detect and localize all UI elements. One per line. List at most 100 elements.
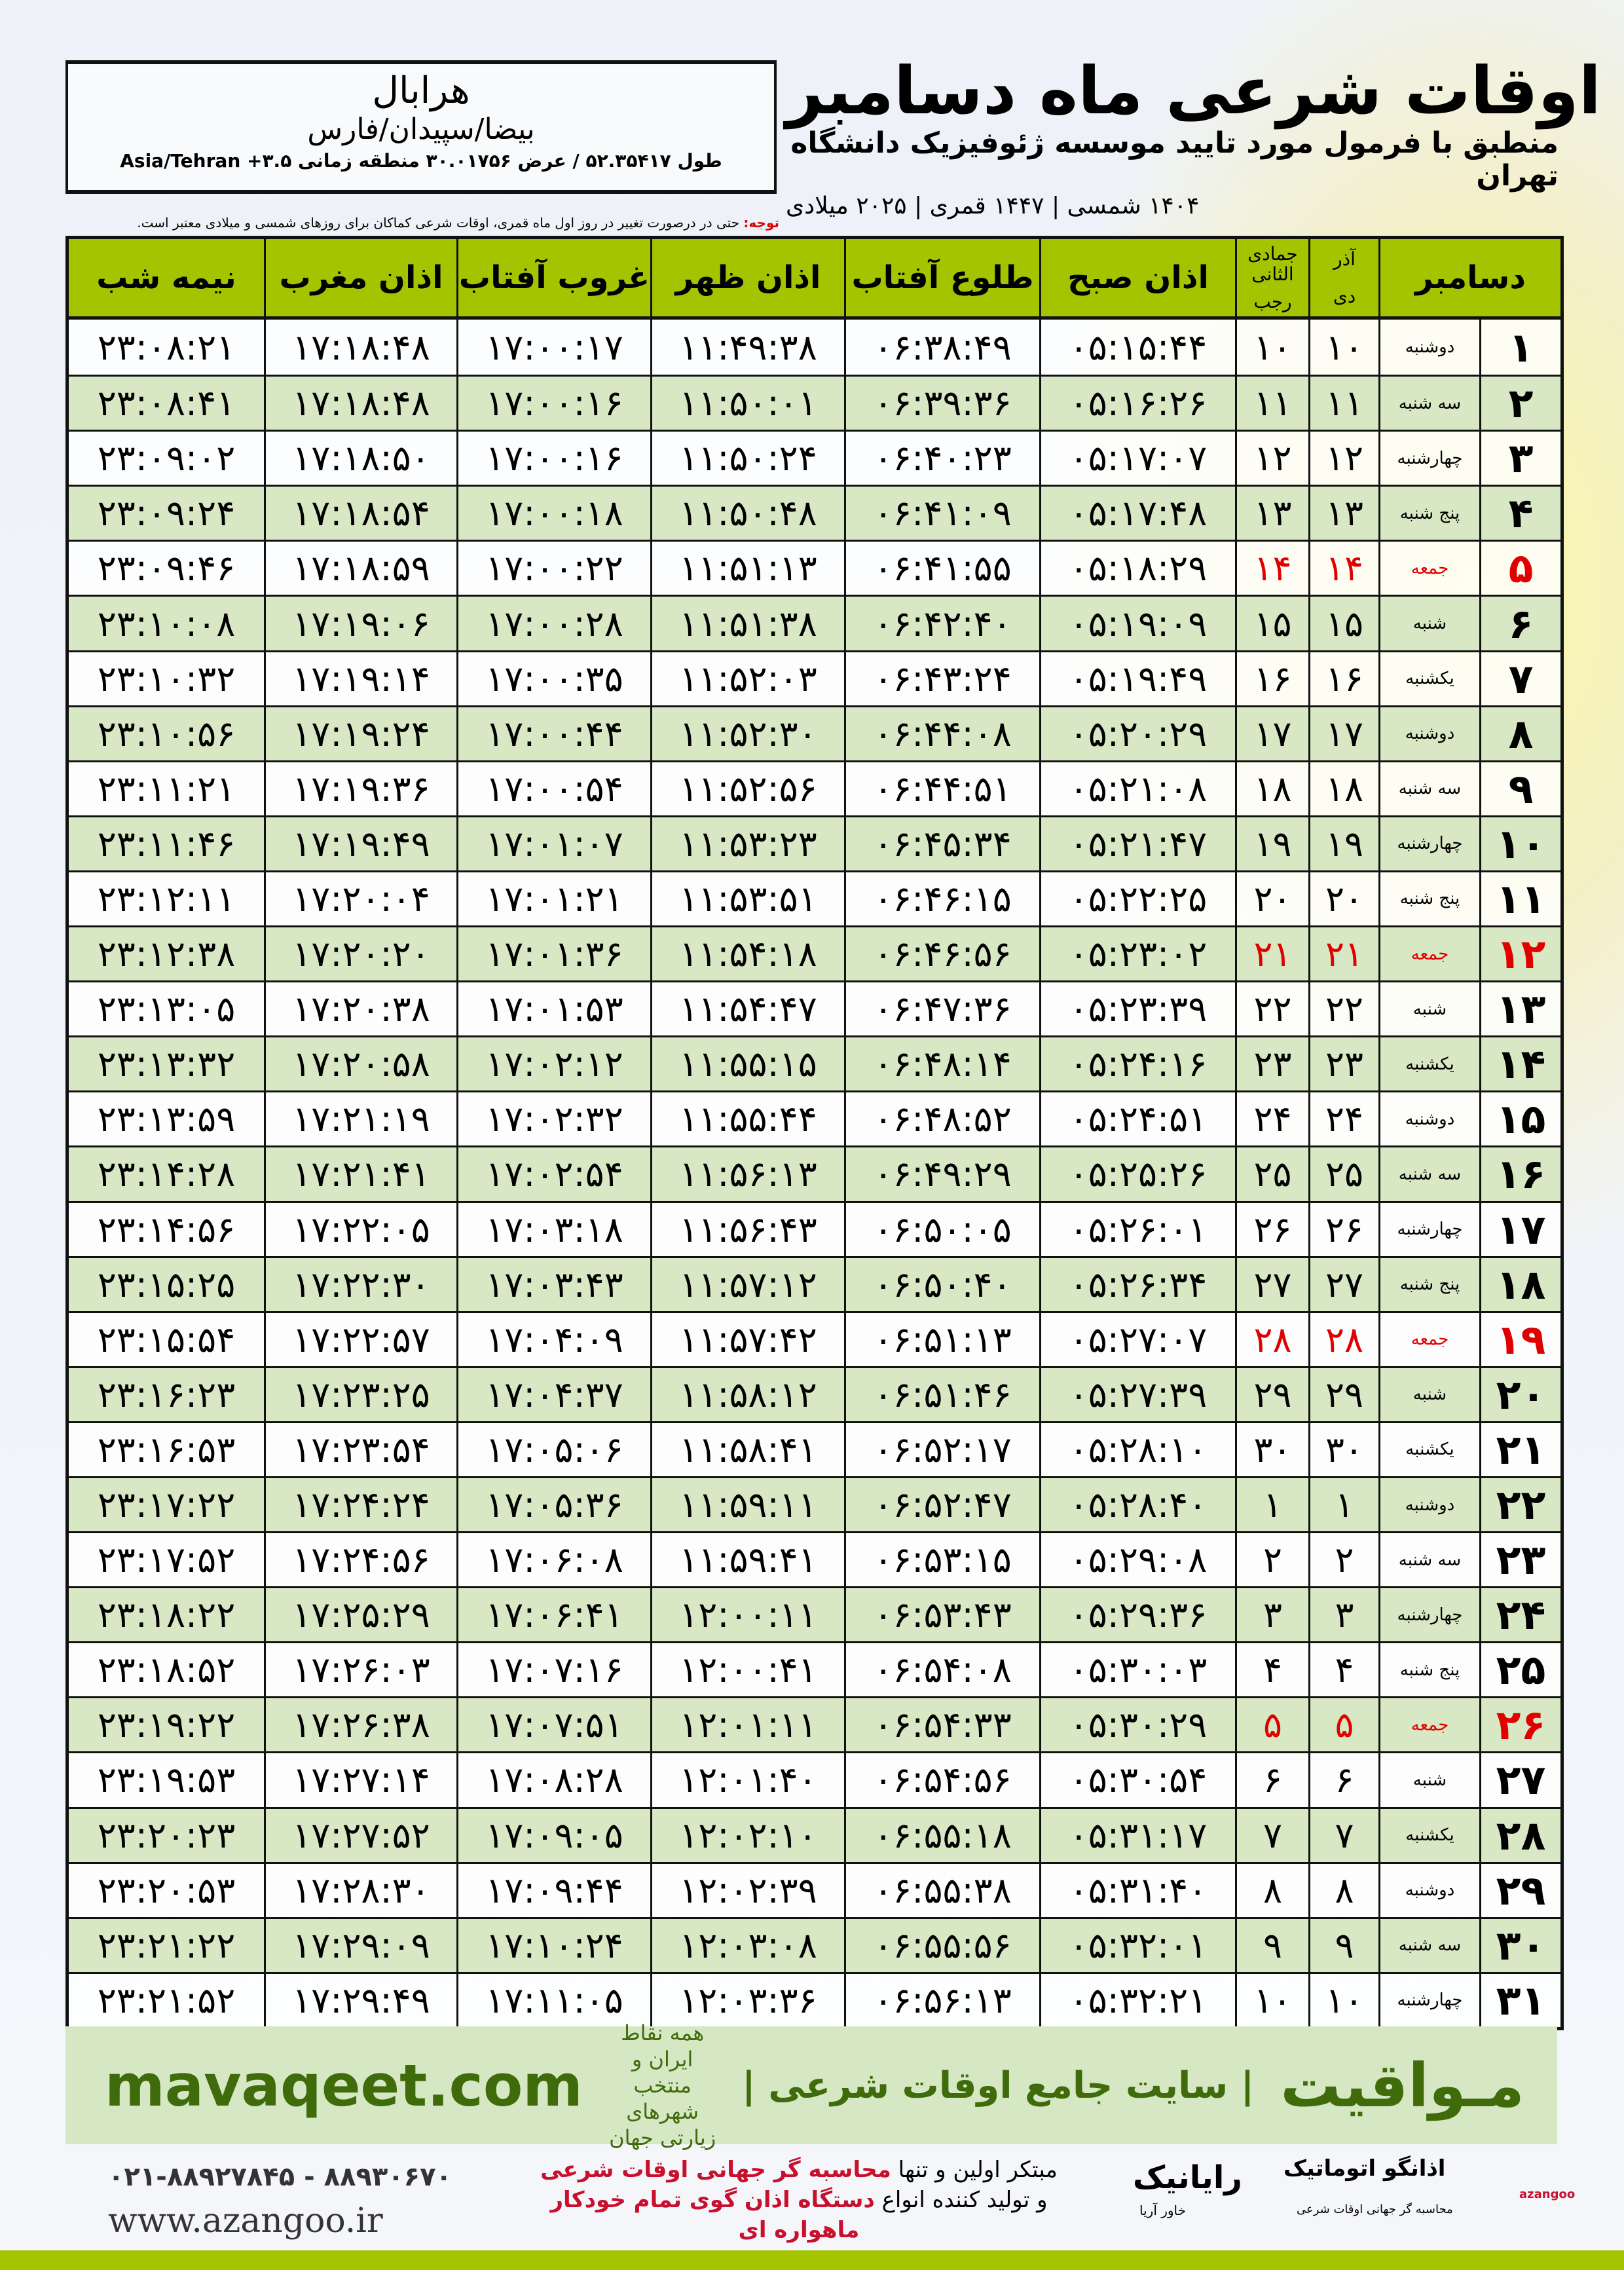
- page-title: اوقات شرعی ماه دسامبر: [786, 52, 1602, 129]
- cell-hijri: ۱۵: [1235, 597, 1308, 650]
- azangoo-website[interactable]: www.azangoo.ir: [108, 2201, 383, 2241]
- cell-dhuhr: ۱۱:۵۴:۴۷: [650, 982, 844, 1036]
- cell-fajr: ۰۵:۳۰:۵۴: [1039, 1753, 1235, 1807]
- cell-shamsi: ۲۸: [1308, 1312, 1378, 1366]
- cell-sunset: ۱۷:۰۰:۵۴: [456, 762, 650, 815]
- cell-day: ۹: [1479, 762, 1560, 815]
- cell-sunrise: ۰۶:۴۷:۳۶: [844, 982, 1039, 1036]
- table-row: ۲۳:۱۱:۴۶ ۱۷:۱۹:۴۹ ۱۷:۰۱:۰۷ ۱۱:۵۳:۲۳ ۰۶:۴۵:۳۴…: [69, 815, 1560, 870]
- cell-weekday: شنبه: [1378, 1368, 1479, 1421]
- cell-fajr: ۰۵:۳۰:۲۹: [1039, 1698, 1235, 1752]
- cell-weekday: شنبه: [1378, 597, 1479, 650]
- cell-weekday: چهارشنبه: [1378, 1588, 1479, 1642]
- cell-day: ۲۳: [1479, 1533, 1560, 1587]
- cell-sunrise: ۰۶:۵۵:۱۸: [844, 1808, 1039, 1862]
- table-row: ۲۳:۰۹:۴۶ ۱۷:۱۸:۵۹ ۱۷:۰۰:۲۲ ۱۱:۵۱:۱۳ ۰۶:۴۱:۵۵…: [69, 540, 1560, 595]
- cell-day: ۸: [1479, 707, 1560, 760]
- location-box: هرابال بیضا/سپیدان/فارس طول ۵۲.۳۵۴۱۷ / ع…: [65, 60, 777, 194]
- cell-dhuhr: ۱۱:۵۸:۱۲: [650, 1368, 844, 1421]
- header-dhuhr: اذان ظهر: [650, 239, 844, 316]
- mavaqeet-name: | سایت جامع اوقات شرعی |: [742, 2064, 1255, 2107]
- cell-fajr: ۰۵:۲۳:۰۲: [1039, 927, 1235, 981]
- cell-day: ۲۰: [1479, 1368, 1560, 1421]
- cell-sunset: ۱۷:۰۹:۰۵: [456, 1808, 650, 1862]
- table-row: ۲۳:۱۸:۵۲ ۱۷:۲۶:۰۳ ۱۷:۰۷:۱۶ ۱۲:۰۰:۴۱ ۰۶:۵۴:۰۸…: [69, 1641, 1560, 1697]
- header-hijri: جمادی الثانی رجب: [1235, 239, 1308, 316]
- cell-dhuhr: ۱۲:۰۲:۱۰: [650, 1808, 844, 1862]
- cell-hijri: ۱۳: [1235, 487, 1308, 540]
- cell-midnight: ۲۳:۱۴:۲۸: [97, 1153, 236, 1195]
- header-shamsi: آذر دی: [1308, 239, 1378, 316]
- cell-dhuhr: ۱۲:۰۳:۳۶: [650, 1973, 844, 2027]
- cell-weekday: یکشنبه: [1378, 1423, 1479, 1476]
- cell-hijri: ۲۹: [1235, 1368, 1308, 1421]
- cell-weekday: جمعه: [1378, 542, 1479, 595]
- cell-maghrib: ۱۷:۲۳:۲۵: [264, 1368, 456, 1421]
- cell-fajr: ۰۵:۲۹:۰۸: [1039, 1533, 1235, 1587]
- table-row: ۲۳:۱۹:۵۳ ۱۷:۲۷:۱۴ ۱۷:۰۸:۲۸ ۱۲:۰۱:۴۰ ۰۶:۵۴:۵۶…: [69, 1751, 1560, 1807]
- header-hijri-top: جمادی الثانی: [1247, 243, 1298, 286]
- cell-sunset: ۱۷:۰۰:۱۶: [456, 377, 650, 430]
- cell-dhuhr: ۱۱:۵۲:۵۶: [650, 762, 844, 815]
- cell-sunset: ۱۷:۰۴:۰۹: [456, 1312, 650, 1366]
- cell-sunrise: ۰۶:۵۴:۳۳: [844, 1698, 1039, 1752]
- cell-sunset: ۱۷:۰۱:۳۶: [456, 927, 650, 981]
- cell-sunset: ۱۷:۰۶:۰۸: [456, 1533, 650, 1587]
- cell-sunrise: ۰۶:۵۰:۴۰: [844, 1257, 1039, 1311]
- cell-maghrib: ۱۷:۱۹:۴۹: [264, 817, 456, 870]
- cell-dhuhr: ۱۱:۵۴:۱۸: [650, 927, 844, 981]
- cell-sunset: ۱۷:۰۱:۵۳: [456, 982, 650, 1036]
- cell-sunrise: ۰۶:۴۸:۵۲: [844, 1092, 1039, 1146]
- prayer-times-table: نیمه شب اذان مغرب غروب آفتاب اذان ظهر طل…: [65, 236, 1564, 2030]
- mavaqeet-url[interactable]: mavaqeet.com: [105, 2051, 583, 2119]
- cell-day: ۲۵: [1479, 1643, 1560, 1697]
- cell-weekday: شنبه: [1378, 982, 1479, 1036]
- cell-weekday: دوشنبه: [1378, 1478, 1479, 1532]
- header-month: دسامبر: [1378, 239, 1560, 316]
- cell-midnight: ۲۳:۱۳:۳۲: [97, 1043, 236, 1085]
- cell-shamsi: ۲: [1308, 1533, 1378, 1587]
- cell-fajr: ۰۵:۲۲:۲۵: [1039, 872, 1235, 926]
- cell-shamsi: ۳۰: [1308, 1423, 1378, 1476]
- table-row: ۲۳:۱۳:۳۲ ۱۷:۲۰:۵۸ ۱۷:۰۲:۱۲ ۱۱:۵۵:۱۵ ۰۶:۴۸:۱۴…: [69, 1035, 1560, 1091]
- table-row: ۲۳:۲۰:۲۳ ۱۷:۲۷:۵۲ ۱۷:۰۹:۰۵ ۱۲:۰۲:۱۰ ۰۶:۵۵:۱۸…: [69, 1806, 1560, 1862]
- cell-day: ۲۱: [1479, 1423, 1560, 1476]
- table-row: ۲۳:۰۸:۴۱ ۱۷:۱۸:۴۸ ۱۷:۰۰:۱۶ ۱۱:۵۰:۰۱ ۰۶:۳۹:۳۶…: [69, 375, 1560, 430]
- cell-shamsi: ۴: [1308, 1643, 1378, 1697]
- cell-hijri: ۱۰: [1235, 1973, 1308, 2027]
- cell-fajr: ۰۵:۱۸:۲۹: [1039, 542, 1235, 595]
- cell-dhuhr: ۱۱:۵۳:۲۳: [650, 817, 844, 870]
- cell-hijri: ۵: [1235, 1698, 1308, 1752]
- coordinates: طول ۵۲.۳۵۴۱۷ / عرض ۳۰.۰۱۷۵۶ منطقه زمانی …: [120, 150, 722, 172]
- table-row: ۲۳:۱۴:۲۸ ۱۷:۲۱:۴۱ ۱۷:۰۲:۵۴ ۱۱:۵۶:۱۳ ۰۶:۴۹:۲۹…: [69, 1145, 1560, 1201]
- cell-dhuhr: ۱۱:۵۷:۴۲: [650, 1312, 844, 1366]
- table-row: ۲۳:۱۵:۲۵ ۱۷:۲۲:۳۰ ۱۷:۰۳:۴۳ ۱۱:۵۷:۱۲ ۰۶:۵۰:۴۰…: [69, 1256, 1560, 1311]
- header-fajr: اذان صبح: [1039, 239, 1235, 316]
- cell-maghrib: ۱۷:۲۸:۳۰: [264, 1863, 456, 1917]
- cell-fajr: ۰۵:۳۲:۲۱: [1039, 1973, 1235, 2027]
- cell-sunrise: ۰۶:۵۲:۱۷: [844, 1423, 1039, 1476]
- cell-weekday: یکشنبه: [1378, 1037, 1479, 1091]
- cell-maghrib: ۱۷:۲۷:۱۴: [264, 1753, 456, 1807]
- cell-day: ۲۲: [1479, 1478, 1560, 1532]
- cell-maghrib: ۱۷:۲۹:۰۹: [264, 1918, 456, 1972]
- cell-midnight: ۲۳:۲۰:۵۳: [97, 1869, 236, 1911]
- cell-fajr: ۰۵:۲۴:۵۱: [1039, 1092, 1235, 1146]
- cell-dhuhr: ۱۱:۵۰:۲۴: [650, 432, 844, 485]
- cell-shamsi: ۹: [1308, 1918, 1378, 1972]
- cell-maghrib: ۱۷:۲۵:۲۹: [264, 1588, 456, 1642]
- cell-fajr: ۰۵:۲۸:۴۰: [1039, 1478, 1235, 1532]
- cell-day: ۲۴: [1479, 1588, 1560, 1642]
- cell-day: ۱: [1479, 320, 1560, 375]
- table-row: ۲۳:۱۳:۵۹ ۱۷:۲۱:۱۹ ۱۷:۰۲:۳۲ ۱۱:۵۵:۴۴ ۰۶:۴۸:۵۲…: [69, 1090, 1560, 1146]
- cell-dhuhr: ۱۱:۵۱:۱۳: [650, 542, 844, 595]
- header-sunset: غروب آفتاب: [456, 239, 650, 316]
- cell-weekday: چهارشنبه: [1378, 817, 1479, 870]
- cell-hijri: ۶: [1235, 1753, 1308, 1807]
- table-row: ۲۳:۲۰:۵۳ ۱۷:۲۸:۳۰ ۱۷:۰۹:۴۴ ۱۲:۰۲:۳۹ ۰۶:۵۵:۳۸…: [69, 1861, 1560, 1917]
- cell-hijri: ۱۰: [1235, 320, 1308, 375]
- cell-shamsi: ۱۴: [1308, 542, 1378, 595]
- cell-hijri: ۱: [1235, 1478, 1308, 1532]
- table-row: ۲۳:۱۷:۵۲ ۱۷:۲۴:۵۶ ۱۷:۰۶:۰۸ ۱۱:۵۹:۴۱ ۰۶:۵۳:۱۵…: [69, 1531, 1560, 1587]
- header-hijri-bottom: رجب: [1253, 290, 1292, 312]
